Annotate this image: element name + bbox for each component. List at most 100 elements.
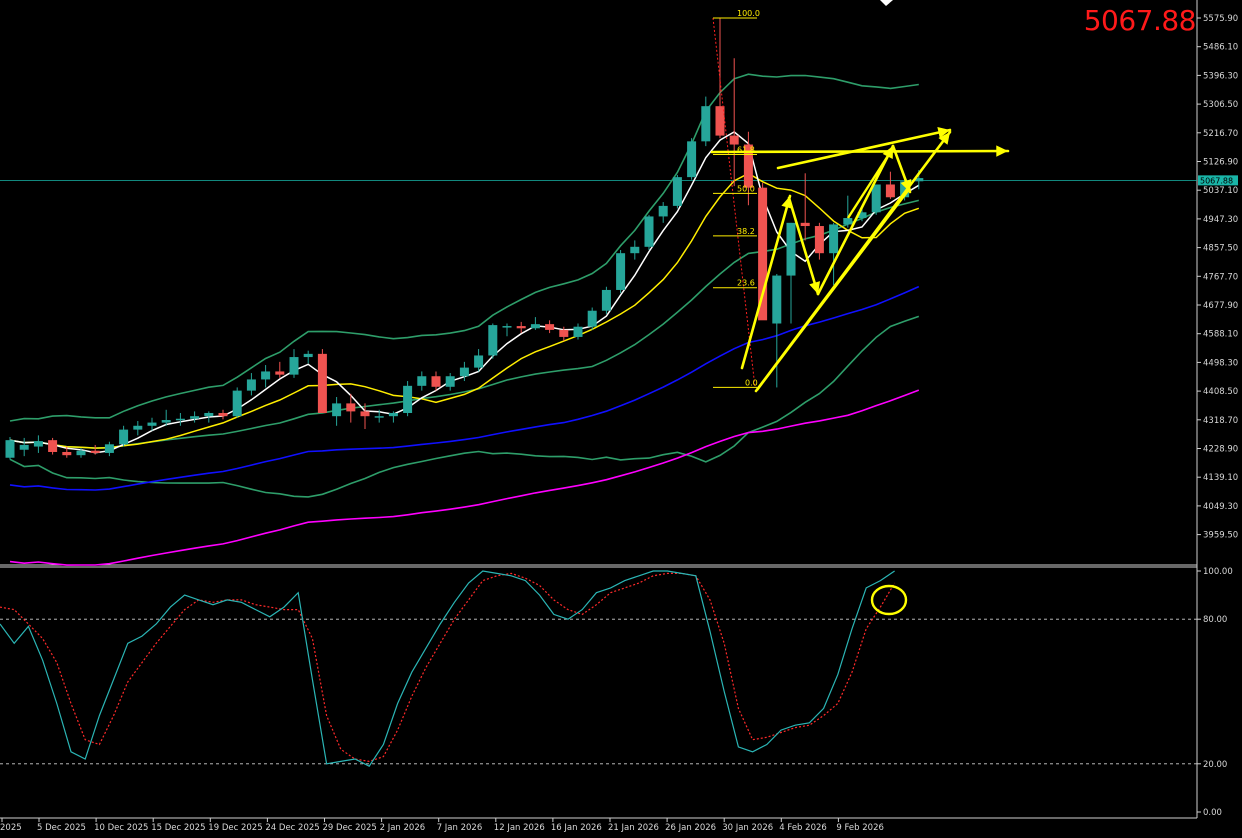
annotation-arrow <box>740 194 792 370</box>
candle-body <box>502 326 512 328</box>
price-axis-tick-label: 4139.10 <box>1203 473 1238 483</box>
annotation-arrow-head <box>996 145 1008 157</box>
candle-body <box>119 429 129 445</box>
candle-body <box>431 376 441 387</box>
candle-body <box>516 326 526 329</box>
date-axis-label: 21 Jan 2026 <box>608 823 659 833</box>
annotation-circle <box>870 584 908 616</box>
bollinger-upper-line <box>9 73 919 422</box>
candle-body <box>133 425 143 430</box>
candle-body <box>19 444 29 450</box>
candle-body <box>601 289 611 311</box>
price-axis-tick-label: 5037.10 <box>1203 186 1238 196</box>
candle-body <box>48 440 58 452</box>
candle-body <box>161 420 171 423</box>
candle-body <box>871 184 881 213</box>
candle-body <box>914 178 924 182</box>
price-axis-tick-label: 4498.30 <box>1203 358 1238 368</box>
candle-body <box>76 450 86 456</box>
annotation-trendline <box>846 147 895 219</box>
price-axis-tick-label: 5216.70 <box>1203 129 1238 139</box>
date-axis-label: 10 Dec 2025 <box>94 823 148 833</box>
date-axis-label: 24 Dec 2025 <box>265 823 319 833</box>
annotation-arrow-head <box>937 127 950 139</box>
annotation-trendline <box>756 187 911 391</box>
candle-body <box>332 403 342 417</box>
bollinger-lower-line <box>9 315 920 498</box>
date-axis-label: 29 Dec 2025 <box>323 823 377 833</box>
fib-level-label: 38.2 <box>737 227 755 236</box>
top-marker <box>880 0 893 6</box>
price-axis-tick-label: 4947.30 <box>1203 215 1238 225</box>
current-price-readout: 5067.88 <box>1083 4 1197 37</box>
price-axis-tick-label: 5486.10 <box>1203 43 1238 53</box>
price-axis-tick-label: 5306.50 <box>1203 100 1238 110</box>
price-axis-tick-label: 4318.70 <box>1203 416 1238 426</box>
price-axis-tick-label: 4767.70 <box>1203 272 1238 282</box>
date-axis-label: 15 Dec 2025 <box>151 823 205 833</box>
current-price-tag-label: 5067.88 <box>1200 176 1233 185</box>
candle-body <box>545 324 555 330</box>
candle-body <box>900 181 910 198</box>
stoch-axis-label: 100.00 <box>1203 567 1233 577</box>
annotation-arrow-head <box>809 281 821 294</box>
candle-body <box>360 411 370 417</box>
candle-body <box>104 444 114 453</box>
candle-body <box>232 390 242 417</box>
stoch-axis-label: 0.00 <box>1203 808 1222 818</box>
annotation-arrow <box>710 149 1010 154</box>
price-axis-tick-label: 4677.90 <box>1203 301 1238 311</box>
candle-body <box>403 385 413 413</box>
ma-slow-line <box>9 285 920 491</box>
candle-body <box>743 144 753 188</box>
price-axis-tick-label: 5396.30 <box>1203 71 1238 81</box>
candle-body <box>246 379 256 391</box>
date-axis-label: 4 Feb 2026 <box>779 823 827 833</box>
candle-body <box>701 106 711 142</box>
candle-body <box>90 450 100 453</box>
date-axis-label: 12 Jan 2026 <box>494 823 545 833</box>
candle-body <box>885 184 895 198</box>
date-axis-label: 2025 <box>0 823 22 833</box>
fib-level-label: 61.8 <box>737 146 755 155</box>
candle-body <box>289 357 299 375</box>
candle-body <box>843 218 853 225</box>
candle-body <box>715 106 725 136</box>
price-axis-tick-label: 5575.90 <box>1203 14 1238 24</box>
candle-body <box>800 222 810 227</box>
price-axis-tick-label: 4588.10 <box>1203 330 1238 340</box>
date-axis-label: 9 Feb 2026 <box>836 823 884 833</box>
date-axis-label: 2 Jan 2026 <box>380 823 426 833</box>
candle-body <box>729 135 739 145</box>
fib-level-label: 100.0 <box>737 9 760 18</box>
candle-body <box>814 226 824 254</box>
candle-body <box>630 246 640 254</box>
price-axis-tick-label: 5126.90 <box>1203 158 1238 168</box>
fib-level-label: 50.0 <box>737 184 755 193</box>
candle-body <box>317 353 327 413</box>
candle-body <box>488 325 498 356</box>
date-axis-label: 30 Jan 2026 <box>722 823 773 833</box>
price-axis-tick-label: 3959.50 <box>1203 531 1238 541</box>
candle-body <box>786 222 796 276</box>
date-axis-label: 19 Dec 2025 <box>208 823 262 833</box>
candle-body <box>261 371 271 380</box>
stoch-axis-label: 80.00 <box>1203 615 1227 625</box>
candle-body <box>573 326 583 337</box>
price-axis-tick-label: 4228.90 <box>1203 445 1238 455</box>
candle-body <box>857 212 867 219</box>
candle-body <box>687 141 697 178</box>
candle-body <box>190 416 200 419</box>
candle-body <box>829 224 839 254</box>
annotation-arrow <box>776 128 952 170</box>
candle-body <box>616 253 626 290</box>
candle-body <box>758 187 768 321</box>
stoch-axis-label: 20.00 <box>1203 760 1227 770</box>
candle-body <box>417 376 427 386</box>
stoch-signal-line <box>0 572 896 763</box>
candle-body <box>175 418 185 421</box>
annotation-arrow <box>787 196 820 296</box>
candle-body <box>459 367 469 377</box>
